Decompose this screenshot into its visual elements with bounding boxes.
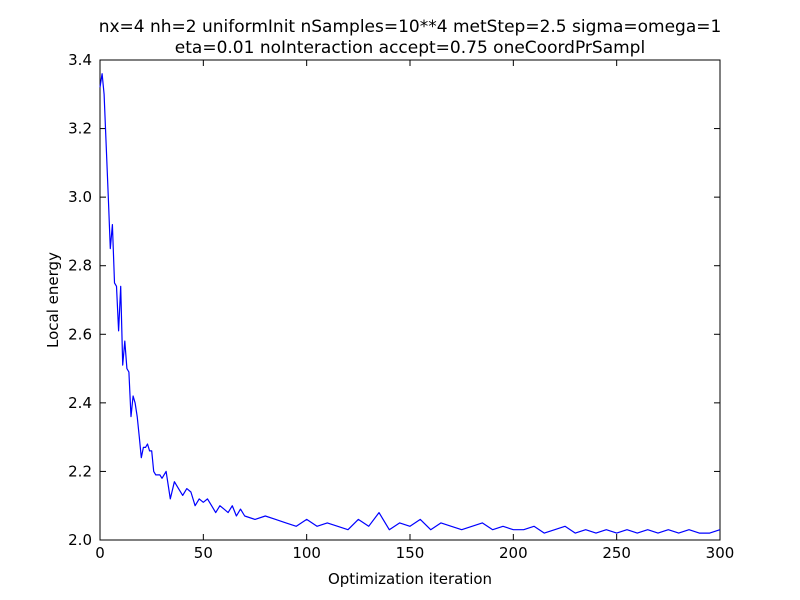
x-tick-label: 50 — [194, 544, 213, 562]
y-tick-label: 2.2 — [68, 462, 92, 480]
chart-subtitle: eta=0.01 noInteraction accept=0.75 oneCo… — [175, 38, 645, 58]
x-tick-label: 200 — [499, 544, 528, 562]
y-tick-label: 2.0 — [68, 531, 92, 549]
x-tick-label: 250 — [602, 544, 631, 562]
y-tick-label: 3.2 — [68, 120, 92, 138]
y-tick-label: 2.8 — [68, 257, 92, 275]
y-tick-label: 2.6 — [68, 325, 92, 343]
axis-ticks: 0 50 100 150 200 250 300 2.0 2.2 2.4 2.6 2.8 3.0 3.2 3… — [68, 51, 734, 562]
x-axis-label: Optimization iteration — [328, 570, 492, 588]
data-layer — [99, 73, 721, 534]
y-tick-label: 3.4 — [68, 51, 92, 69]
y-axis-label: Local energy — [44, 252, 62, 348]
x-tick-label: 150 — [396, 544, 425, 562]
series-line — [99, 73, 721, 534]
plot-area-frame — [99, 59, 721, 541]
x-tick-label: 100 — [292, 544, 321, 562]
y-tick-label: 2.4 — [68, 394, 92, 412]
x-tick-label: 0 — [95, 544, 105, 562]
y-tick-label: 3.0 — [68, 188, 92, 206]
x-tick-label: 300 — [706, 544, 735, 562]
chart-title: nx=4 nh=2 uniformInit nSamples=10**4 met… — [99, 17, 722, 37]
